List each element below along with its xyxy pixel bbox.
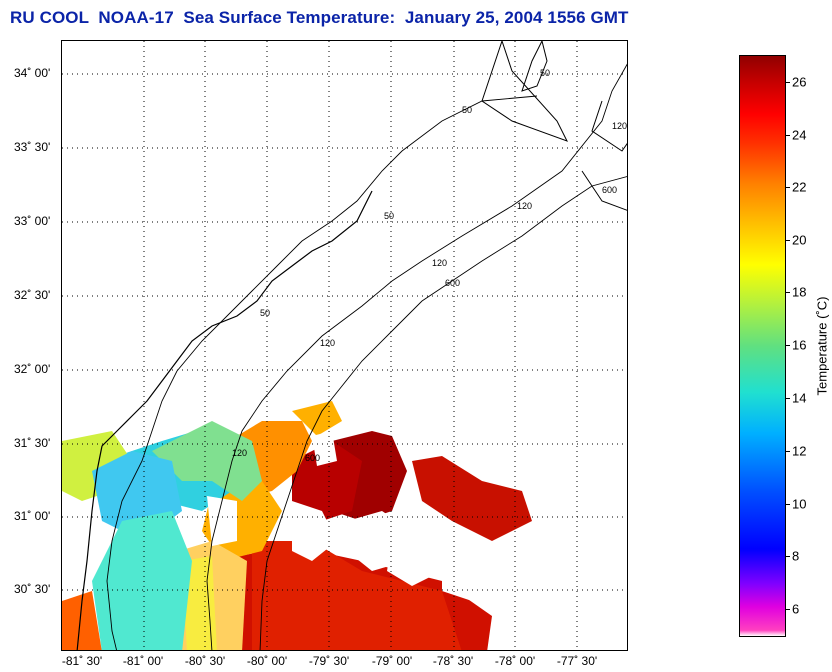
contour-label-600: 600: [445, 278, 460, 288]
contour-label-120: 120: [517, 201, 532, 211]
colorbar-tick-mark: [786, 240, 790, 241]
colorbar-tick-mark: [786, 135, 790, 136]
cloud-mask: [207, 431, 502, 601]
colorbar-tick-mark: [786, 345, 790, 346]
lon-label: -81˚ 00': [122, 654, 164, 668]
lat-label: 32˚ 30': [14, 288, 51, 302]
colorbar-tick: 8: [792, 548, 800, 564]
lon-label: -81˚ 30': [61, 654, 103, 668]
colorbar-tick: 14: [792, 390, 807, 406]
contour-label-50: 50: [260, 308, 270, 318]
lat-label: 32˚ 00': [14, 362, 51, 376]
lat-label: 31˚ 30': [14, 436, 51, 450]
colorbar-tick: 16: [792, 337, 807, 353]
colorbar-tick-mark: [786, 556, 790, 557]
coastline-capes: [581, 100, 627, 211]
colorbar-tick: 18: [792, 284, 807, 300]
contour-label-120: 120: [612, 121, 627, 131]
contour-label-600: 600: [602, 185, 617, 195]
colorbar-tick: 10: [792, 496, 807, 512]
graticule: [62, 41, 627, 650]
colorbar-tick-mark: [786, 292, 790, 293]
colorbar-tick-mark: [786, 504, 790, 505]
coastline-north: [481, 41, 569, 142]
lat-label: 34˚ 00': [14, 66, 51, 80]
sst-map: 50 50 50 50 120 120 120 120 120 600 600 …: [61, 40, 628, 651]
lon-label: -79˚ 30': [308, 654, 350, 668]
colorbar-tick-mark: [786, 609, 790, 610]
contour-label-120: 120: [232, 448, 247, 458]
lat-label: 33˚ 30': [14, 140, 51, 154]
colorbar-tick: 12: [792, 443, 807, 459]
colorbar-tick-mark: [786, 187, 790, 188]
colorbar-tick-mark: [786, 398, 790, 399]
lon-label: -80˚ 00': [246, 654, 288, 668]
contour-label-120: 120: [432, 258, 447, 268]
colorbar-tick: 26: [792, 74, 807, 90]
lon-label: -77˚ 30': [556, 654, 598, 668]
lat-label: 31˚ 00': [14, 509, 51, 523]
colorbar-tick-mark: [786, 82, 790, 83]
lon-label: -80˚ 30': [184, 654, 226, 668]
sst-map-canvas: 50 50 50 50 120 120 120 120 120 600 600 …: [62, 41, 627, 650]
isobath-50: [106, 95, 538, 650]
contour-label-50: 50: [540, 68, 550, 78]
lon-label: -79˚ 00': [371, 654, 413, 668]
colorbar-tick-mark: [786, 451, 790, 452]
coastline-southeast: [76, 190, 373, 650]
isobath-120: [206, 63, 627, 650]
lon-label: -78˚ 30': [432, 654, 474, 668]
colorbar-label: Temperature (˚C): [814, 296, 830, 396]
contour-label-50: 50: [384, 211, 394, 221]
colorbar-tick: 20: [792, 232, 807, 248]
lat-label: 33˚ 00': [14, 214, 51, 228]
colorbar-tick: 6: [792, 601, 800, 617]
sst-field: [62, 401, 532, 650]
lon-label: -78˚ 00': [494, 654, 536, 668]
temperature-colorbar: [739, 55, 786, 637]
lat-label: 30˚ 30': [14, 582, 51, 596]
colorbar-tick: 22: [792, 179, 807, 195]
map-title: RU COOL NOAA-17 Sea Surface Temperature:…: [10, 8, 629, 27]
contour-label-120: 120: [320, 338, 335, 348]
colorbar-tick: 24: [792, 127, 807, 143]
contour-label-600: 600: [305, 453, 320, 463]
isobath-600: [259, 176, 627, 650]
contour-label-50: 50: [462, 105, 472, 115]
